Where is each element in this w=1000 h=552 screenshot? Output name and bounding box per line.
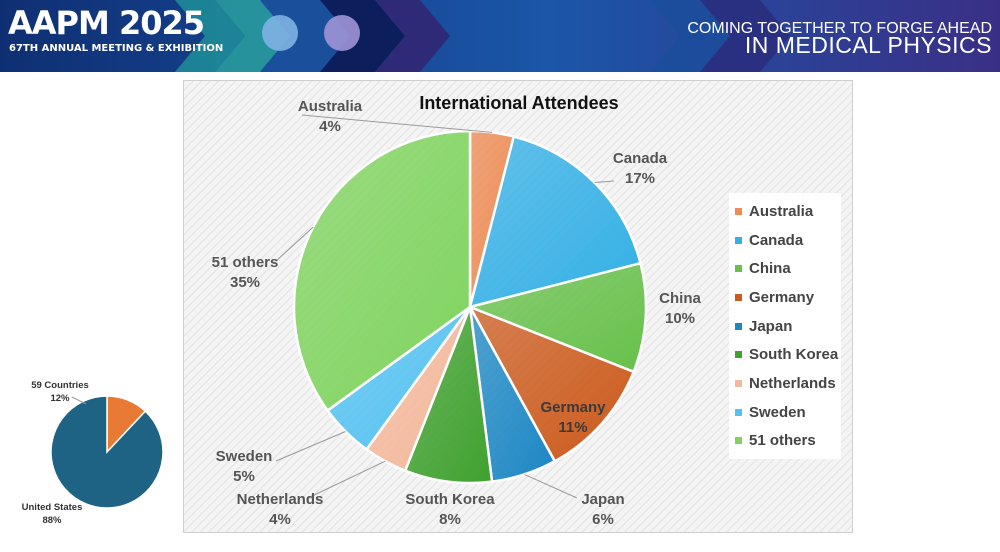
leader-lines bbox=[275, 114, 615, 499]
legend-swatch bbox=[735, 408, 742, 416]
pie-slice-china bbox=[465, 261, 648, 374]
header-banner: AAPM 2025 67TH ANNUAL MEETING & EXHIBITI… bbox=[0, 0, 1000, 72]
data-label-netherlands: Netherlands bbox=[237, 491, 324, 508]
data-label-germany: Germany bbox=[540, 399, 606, 416]
leader-line-sweden bbox=[275, 431, 346, 462]
legend-label: Germany bbox=[749, 288, 815, 306]
legend-item-canada: Canada bbox=[735, 226, 841, 255]
legend-label: 51 others bbox=[749, 432, 816, 450]
international-attendees-chart: International Attendees Australia 4% Canad… bbox=[183, 80, 853, 533]
pie-slice-germany bbox=[467, 304, 636, 463]
legend-item-51-others: 51 others bbox=[735, 427, 841, 456]
data-label-japan: Japan bbox=[581, 491, 624, 508]
legend-swatch bbox=[735, 236, 742, 244]
tagline-line1: COMING TOGETHER TO FORGE AHEAD bbox=[687, 20, 992, 37]
data-value-china: 10% bbox=[665, 310, 695, 327]
data-label-51-others: 51 others bbox=[212, 254, 279, 271]
leader-line-japan bbox=[524, 473, 578, 499]
pie-slices bbox=[292, 129, 648, 485]
data-value-japan: 6% bbox=[592, 511, 614, 528]
tagline-line2: IN MEDICAL PHYSICS bbox=[744, 32, 992, 58]
main-pie-svg: International Attendees Australia 4% Canad… bbox=[184, 81, 852, 532]
legend-item-australia: Australia bbox=[735, 197, 841, 226]
legend-swatch bbox=[735, 379, 742, 387]
data-value-germany: 11% bbox=[558, 419, 587, 436]
data-label-sweden: Sweden bbox=[216, 448, 273, 465]
us-vs-international-chart: 59 Countries 12% United States 88% bbox=[0, 370, 180, 540]
chart-title: International Attendees bbox=[419, 93, 618, 113]
legend-item-south-korea: South Korea bbox=[735, 340, 841, 369]
leader-line-canada bbox=[594, 180, 615, 183]
data-value-sweden: 5% bbox=[233, 468, 255, 485]
small-value-united-states: 88% bbox=[42, 515, 62, 526]
pie-slice-south-korea bbox=[403, 306, 494, 485]
brand-subtitle: 67TH ANNUAL MEETING & EXHIBITION bbox=[9, 43, 224, 54]
legend-label: Sweden bbox=[749, 403, 806, 421]
small-value-59-countries: 12% bbox=[50, 393, 70, 404]
leader-line-australia bbox=[301, 114, 493, 133]
legend-label: China bbox=[749, 260, 791, 278]
legend-item-sweden: Sweden bbox=[735, 398, 841, 427]
legend-label: Canada bbox=[749, 231, 804, 249]
data-value-canada: 17% bbox=[625, 170, 655, 187]
legend-label: Australia bbox=[749, 202, 814, 220]
data-label-south-korea: South Korea bbox=[405, 491, 495, 508]
data-value-51-others: 35% bbox=[230, 274, 260, 291]
legend-label: Japan bbox=[749, 317, 793, 335]
data-label-china: China bbox=[659, 290, 701, 307]
brand-title: AAPM 2025 bbox=[8, 4, 205, 42]
legend-item-japan: Japan bbox=[735, 312, 841, 341]
legend-item-germany: Germany bbox=[735, 283, 841, 312]
banner-circle-light bbox=[262, 15, 298, 51]
banner-circle-purple bbox=[324, 15, 360, 51]
data-label-australia: Australia bbox=[298, 98, 363, 115]
data-value-netherlands: 4% bbox=[269, 511, 291, 528]
data-value-australia: 4% bbox=[319, 118, 341, 135]
leader-line-netherlands bbox=[307, 460, 386, 499]
small-pie-labels: 59 Countries 12% United States 88% bbox=[22, 380, 89, 526]
banner-background bbox=[0, 0, 1000, 72]
legend-label: South Korea bbox=[749, 346, 839, 364]
pie-slice-canada bbox=[468, 135, 642, 309]
data-label-canada: Canada bbox=[613, 150, 668, 167]
small-leader-line bbox=[71, 396, 87, 405]
legend-item-netherlands: Netherlands bbox=[735, 369, 841, 398]
legend-swatch bbox=[735, 351, 742, 359]
data-labels: Australia 4% Canada 17% China 10% Germany 11% Ja… bbox=[212, 98, 702, 528]
legend-swatch bbox=[735, 322, 742, 330]
small-pie-svg: 59 Countries 12% United States 88% bbox=[22, 380, 164, 526]
small-pie-slices bbox=[50, 395, 164, 509]
legend-label: Netherlands bbox=[749, 374, 836, 392]
small-label-united-states: United States bbox=[22, 502, 83, 513]
legend-swatch bbox=[735, 293, 742, 301]
legend-item-china: China bbox=[735, 254, 841, 283]
small-pie-slice-united-states bbox=[50, 395, 164, 509]
chart-legend: Australia Canada China Germany Japan South Ko… bbox=[729, 193, 841, 460]
small-label-59-countries: 59 Countries bbox=[31, 380, 89, 391]
legend-swatch bbox=[735, 207, 742, 215]
leader-line-51-others bbox=[275, 226, 314, 262]
legend-swatch bbox=[735, 437, 742, 445]
legend-swatch bbox=[735, 265, 742, 273]
data-value-south-korea: 8% bbox=[439, 511, 461, 528]
